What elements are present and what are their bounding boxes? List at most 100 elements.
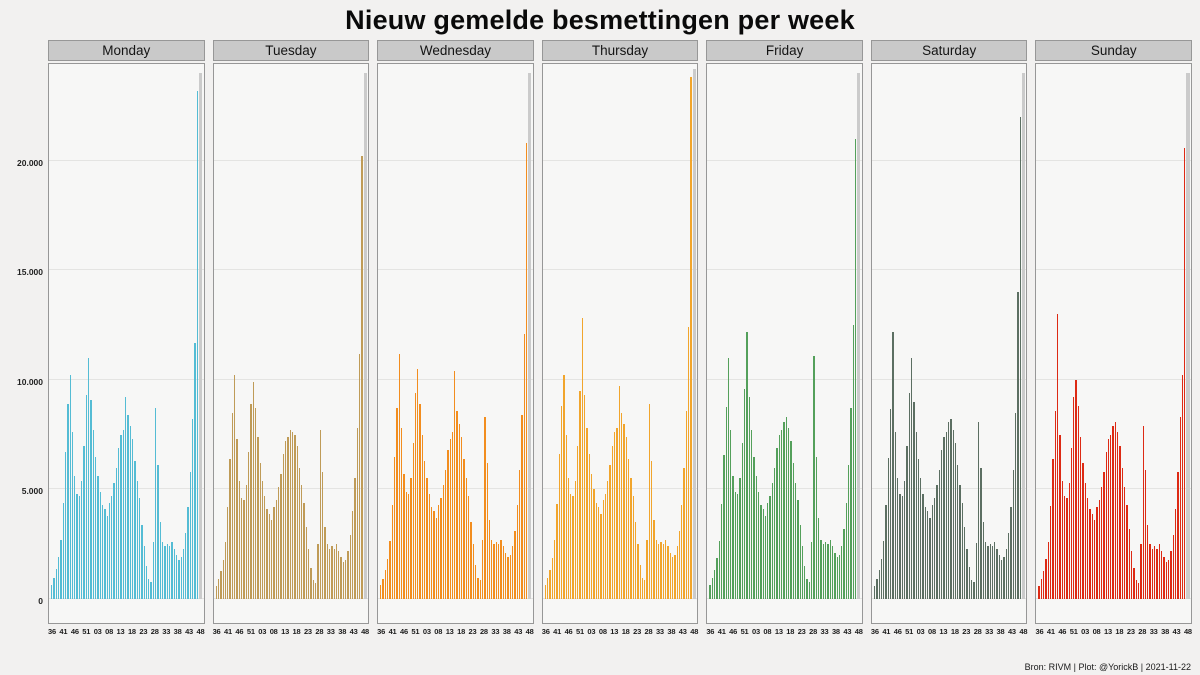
bar (1087, 498, 1089, 599)
x-tick-label: 18 (786, 627, 795, 636)
bar (906, 445, 908, 599)
bar (574, 480, 577, 599)
x-tick-label: 13 (116, 627, 125, 636)
bar (294, 434, 296, 599)
bar (261, 480, 264, 599)
gridline (378, 159, 533, 161)
bar (776, 447, 778, 599)
bar (268, 513, 271, 599)
bar (224, 542, 227, 599)
bar (51, 584, 53, 599)
bar (1117, 432, 1119, 599)
bar (410, 478, 412, 599)
facet-thursday: Thursday 36 41 46 51 03 08 13 18 23 28 33 38 43 48 (541, 40, 698, 636)
facet-strip: Tuesday (212, 40, 370, 61)
bar (308, 548, 310, 599)
bar (824, 542, 827, 599)
x-tick-label: 08 (598, 627, 607, 636)
x-tick-label: 48 (525, 627, 534, 636)
bar (394, 456, 396, 599)
bar (456, 410, 458, 599)
bar (155, 408, 157, 599)
bar (688, 327, 690, 599)
x-tick-label: 08 (763, 627, 772, 636)
bar (143, 546, 145, 599)
x-tick-label: 08 (1092, 627, 1101, 636)
bar (718, 540, 720, 599)
bar (815, 456, 817, 599)
bar (120, 434, 122, 599)
bar (407, 493, 410, 599)
facet-wednesday: Wednesday 36 41 46 51 03 08 13 18 23 28 33 38 43 48 (377, 40, 534, 636)
bars-container (873, 64, 1026, 599)
bar (1144, 469, 1147, 599)
bar (424, 460, 426, 599)
bar (326, 544, 328, 599)
bar (767, 502, 769, 599)
bar (943, 436, 945, 599)
bar (769, 496, 771, 599)
bar (873, 585, 876, 599)
chart-title: Nieuw gemelde besmettingen per week (345, 5, 855, 35)
bar (604, 493, 607, 599)
facet-panel (870, 63, 1028, 624)
x-tick-label: 38 (338, 627, 347, 636)
bar (570, 493, 572, 599)
bar (127, 414, 129, 599)
bar (148, 579, 150, 599)
facet-panel (212, 63, 370, 624)
x-tick-label: 28 (1138, 627, 1147, 636)
bar (797, 500, 799, 599)
bar (1038, 586, 1040, 599)
bar (122, 430, 124, 599)
bar (811, 542, 813, 599)
bar (486, 463, 488, 599)
x-tick-label: 18 (457, 627, 466, 636)
x-tick-label: 18 (292, 627, 301, 636)
bar (813, 355, 815, 599)
bar (78, 496, 81, 599)
bar (196, 90, 198, 599)
bar (563, 375, 565, 599)
bar (507, 557, 509, 599)
x-tick-label: 51 (740, 627, 749, 636)
bar (792, 463, 794, 599)
bar (252, 382, 254, 599)
bar (590, 474, 593, 599)
x-tick-label: 38 (996, 627, 1005, 636)
bar (845, 502, 848, 599)
bar (801, 546, 804, 599)
bar (975, 543, 977, 599)
y-axis-label: 20.000 (17, 157, 43, 168)
bar (414, 393, 417, 599)
bar (597, 506, 600, 599)
x-tick-label: 13 (445, 627, 454, 636)
bar (848, 465, 850, 599)
bar (111, 496, 113, 599)
bar (1128, 528, 1130, 599)
bar (627, 458, 630, 599)
facet-strip: Saturday (870, 40, 1028, 61)
bar (447, 450, 449, 599)
bar (913, 401, 915, 599)
x-tick-label: 18 (950, 627, 959, 636)
bar (474, 565, 477, 599)
x-tick-label: 28 (479, 627, 488, 636)
bar (1165, 561, 1167, 599)
bar (876, 578, 878, 599)
bar (358, 353, 361, 599)
bar (342, 561, 345, 599)
bar (185, 533, 187, 599)
bar (493, 544, 495, 599)
bar (681, 504, 683, 599)
bar (894, 432, 897, 599)
bar (890, 409, 892, 599)
bar (171, 542, 173, 599)
bar (945, 432, 947, 599)
bar (500, 539, 502, 599)
bar (1124, 487, 1126, 599)
bar (579, 390, 581, 599)
bar (85, 395, 87, 599)
bar (771, 482, 774, 599)
bar (655, 539, 658, 599)
